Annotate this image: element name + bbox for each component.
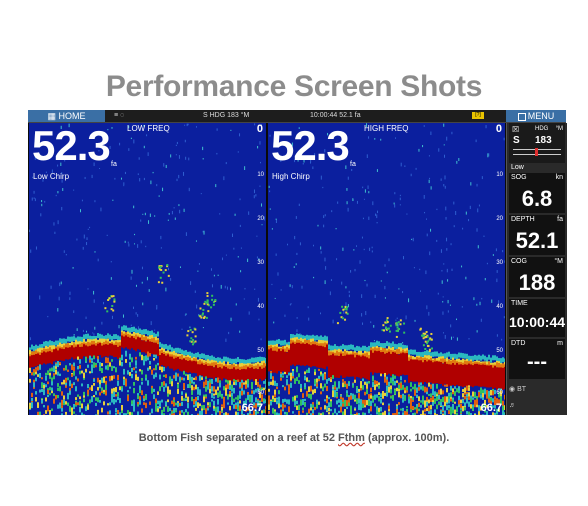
dtd-value: --- xyxy=(527,351,547,373)
heading-widget[interactable]: ☒ HDG °M S 183 xyxy=(509,123,565,163)
volume-button[interactable]: ♬ xyxy=(509,402,565,409)
grid-icon: ▦ xyxy=(47,111,59,121)
signal-status: ≡ ◌ xyxy=(114,112,125,119)
high-freq-echogram xyxy=(268,123,505,415)
scale-20: 20 xyxy=(496,216,503,222)
range-top: 0 xyxy=(495,123,502,135)
scale-10: 10 xyxy=(496,172,503,178)
speaker-icon: ♬ xyxy=(509,402,516,409)
freq-label: LOW FREQ xyxy=(127,124,170,133)
sonar-screen: ▦ HOME ≡ ◌ S HDG 183 °M 10:00:44 52.1 fa… xyxy=(28,110,567,415)
range-top: 0 xyxy=(256,123,263,135)
dtd-field[interactable]: DTD m --- xyxy=(509,339,565,379)
depth-field[interactable]: DEPTH fa 52.1 xyxy=(509,215,565,255)
depth-unit: fa xyxy=(350,161,356,168)
depth-readout: 52.3 xyxy=(32,123,111,169)
compass-marker xyxy=(535,148,538,156)
scale-50: 50 xyxy=(496,348,503,354)
heading-status: S HDG 183 °M xyxy=(203,112,250,119)
time-value: 10:00:44 xyxy=(509,314,566,330)
sog-field[interactable]: SOG kn 6.8 xyxy=(509,173,565,213)
caption: Bottom Fish separated on a reef at 52 Ft… xyxy=(138,432,450,444)
chirp-label: Low Chirp xyxy=(33,172,70,181)
high-freq-panel[interactable]: 52.3 fa HIGH FREQ High Chirp 0 10 20 30 … xyxy=(268,123,505,415)
time-depth-status: 10:00:44 52.1 fa xyxy=(310,112,361,119)
chirp-label: High Chirp xyxy=(272,172,310,181)
data-sidebar: ☒ HDG °M S 183 Low SOG kn 6.8 DEPTH fa 5… xyxy=(506,123,567,415)
scale-10: 10 xyxy=(257,172,264,178)
cog-value: 188 xyxy=(518,270,556,295)
cog-field[interactable]: COG °M 188 xyxy=(509,257,565,297)
top-bar: ▦ HOME ≡ ◌ S HDG 183 °M 10:00:44 52.1 fa… xyxy=(28,110,566,123)
scale-40: 40 xyxy=(257,304,264,310)
scale-20: 20 xyxy=(257,216,264,222)
scale-40: 40 xyxy=(496,304,503,310)
scale-50: 50 xyxy=(257,348,264,354)
bt-button[interactable]: ◉ BT xyxy=(509,386,527,393)
compass-tape xyxy=(513,148,561,156)
scale-30: 30 xyxy=(496,260,503,266)
depth-readout: 52.3 xyxy=(271,123,350,169)
menu-icon xyxy=(517,112,526,121)
page-title: Performance Screen Shots xyxy=(105,70,483,103)
hdg-direction: S xyxy=(513,135,520,146)
bluetooth-icon: ◉ xyxy=(509,386,518,393)
hdg-label: HDG xyxy=(535,126,549,132)
freq-label: HIGH FREQ xyxy=(364,124,409,133)
menu-button[interactable]: MENU xyxy=(506,110,566,122)
range-bottom: 66.7 xyxy=(480,402,502,414)
scale-60: 60 xyxy=(496,390,503,396)
depth-unit: fa xyxy=(111,161,117,168)
low-freq-panel[interactable]: 52.3 fa LOW FREQ Low Chirp 0 10 20 30 40… xyxy=(29,123,266,415)
battery-icon: [?] xyxy=(472,112,484,119)
time-field[interactable]: TIME 10:00:44 xyxy=(509,299,565,337)
sog-value: 6.8 xyxy=(521,186,553,211)
home-button[interactable]: ▦ HOME xyxy=(28,110,105,122)
scale-30: 30 xyxy=(257,260,264,266)
hdg-value: 183 xyxy=(535,135,552,146)
low-freq-echogram xyxy=(29,123,266,415)
low-label: Low xyxy=(511,164,524,171)
caption-unit: Fthm xyxy=(338,432,365,444)
close-icon[interactable]: ☒ xyxy=(512,125,520,134)
range-bottom: 66.7 xyxy=(241,402,263,414)
hdg-unit: °M xyxy=(555,126,563,132)
scale-60: 60 xyxy=(257,390,264,396)
depth-value: 52.1 xyxy=(515,228,559,253)
